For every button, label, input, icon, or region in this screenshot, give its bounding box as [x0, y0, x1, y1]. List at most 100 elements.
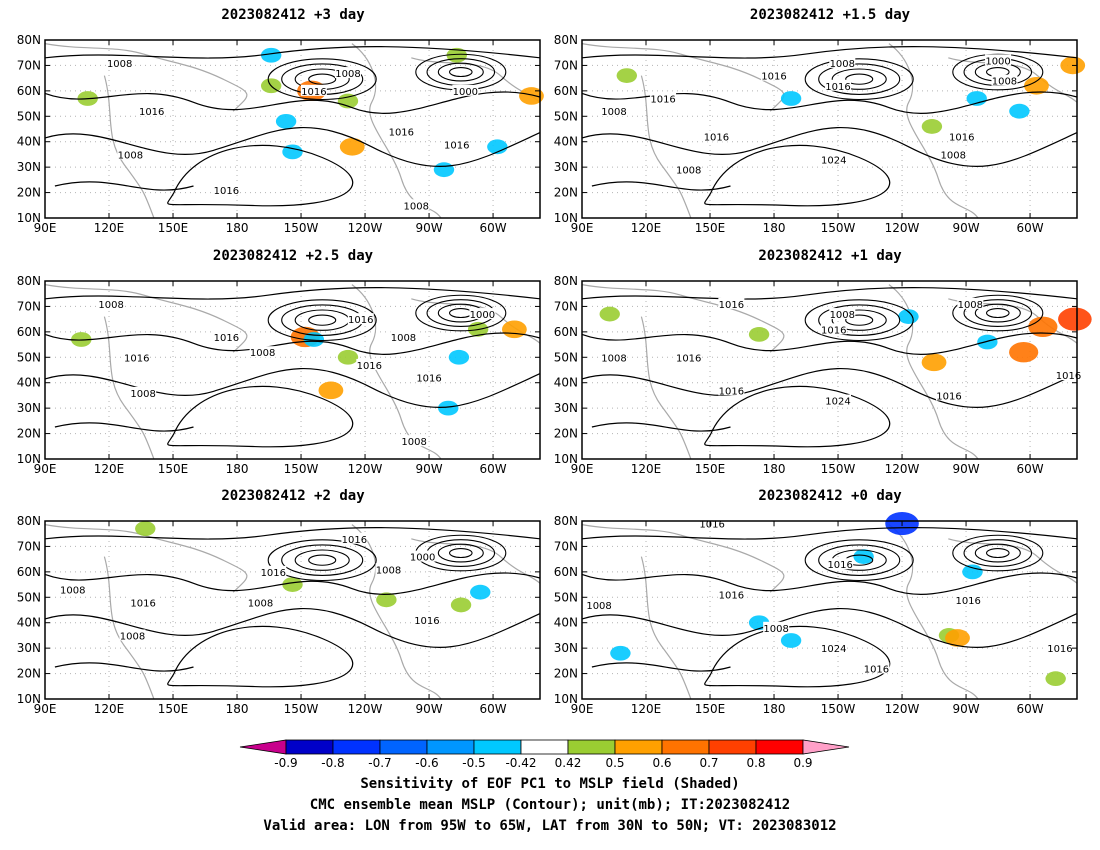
contour-label: 1008: [376, 565, 401, 576]
y-tick-label: 20N: [17, 667, 41, 681]
y-tick-label: 60N: [554, 565, 578, 579]
x-tick-label: 150W: [821, 462, 856, 476]
x-tick-label: 90W: [415, 702, 442, 716]
contour-label: 1016: [414, 616, 439, 627]
contour-label-bg: [829, 56, 856, 68]
contour-label-bg: [1046, 642, 1073, 654]
contour-label: 1016: [821, 325, 846, 336]
contour-label: 1008: [586, 601, 611, 612]
x-tick-label: 150W: [284, 462, 319, 476]
x-tick-label: 180: [226, 462, 249, 476]
plot-frame: [581, 280, 1078, 460]
y-tick-label: 40N: [17, 135, 41, 149]
plot-frame: [581, 39, 1078, 219]
contour-label-bg: [334, 67, 361, 79]
y-tick-label: 70N: [17, 539, 41, 553]
contour-label: 1008: [401, 437, 426, 448]
coastline: [103, 316, 155, 460]
contour-label: 1016: [699, 520, 724, 531]
closed-isobar: [952, 294, 1044, 332]
x-tick-label: 120W: [885, 462, 920, 476]
x-tick-label: 90W: [952, 462, 979, 476]
contour-label: 1016: [214, 186, 239, 197]
contour-label: 1008: [391, 333, 416, 344]
contour-label-bg: [825, 394, 852, 406]
contour-label-bg: [341, 532, 368, 544]
y-tick-label: 50N: [554, 590, 578, 604]
contour-label-bg: [123, 351, 150, 363]
x-tick-label: 150E: [695, 462, 726, 476]
map-panel-plus2.5-day: 1008 1016 1008 1016 1008 1016 1008 1016 1016 1000…: [17, 274, 541, 476]
x-tick-label: 150E: [158, 221, 189, 235]
y-tick-label: 60N: [17, 325, 41, 339]
closed-isobar: [804, 58, 914, 101]
positive-sensitivity-area: [135, 521, 156, 537]
colorbar-under-triangle: [239, 739, 287, 755]
closed-isobar: [818, 304, 901, 336]
closed-isobar: [294, 549, 350, 571]
closed-isobar: [831, 309, 887, 331]
isobar-contour: [581, 572, 1078, 595]
contour-label-bg: [347, 313, 374, 325]
y-tick-label: 60N: [17, 565, 41, 579]
contour-label-bg: [247, 596, 274, 608]
colorbar-segment: [614, 739, 663, 755]
closed-isobar: [845, 314, 874, 326]
contour-label: 1000: [410, 553, 435, 564]
x-tick-label: 90E: [571, 702, 594, 716]
contour-label: 1016: [704, 133, 729, 144]
positive-sensitivity-area: [337, 349, 359, 365]
contour-label: 1008: [676, 166, 701, 177]
y-tick-label: 30N: [17, 401, 41, 415]
closed-isobar: [818, 544, 901, 576]
colorbar-segment: [285, 739, 334, 755]
y-tick-label: 10N: [17, 692, 41, 706]
contour-label-bg: [829, 308, 856, 320]
x-tick-label: 180: [226, 221, 249, 235]
panel-title: 2023082412 +0 day: [758, 488, 902, 504]
contour-label: 1008: [248, 598, 273, 609]
contour-label-bg: [117, 148, 144, 160]
contour-label-bg: [452, 84, 479, 96]
negative-sensitivity-area: [780, 91, 802, 106]
colorbar-tick-label: 0.5: [605, 756, 624, 770]
map-panel-plus1.5-day: 1016 1008 1016 1016 1008 1016 1008 1024 1016 1008…: [554, 33, 1086, 235]
y-tick-label: 80N: [17, 33, 41, 47]
closed-isobar: [415, 294, 507, 332]
colorbar-segment: [379, 739, 428, 755]
contour-label-bg: [469, 308, 496, 320]
x-tick-label: 120E: [631, 702, 662, 716]
contour-label-bg: [763, 621, 790, 633]
x-tick-label: 150E: [695, 702, 726, 716]
x-tick-label: 120E: [631, 462, 662, 476]
negative-sensitivity-area: [853, 549, 874, 564]
isobar-contour: [581, 127, 1078, 167]
contour-label-bg: [390, 330, 417, 342]
y-tick-label: 10N: [554, 211, 578, 225]
colorbar-segment: [426, 739, 475, 755]
coastline: [103, 75, 155, 219]
contour-label: 1016: [955, 596, 980, 607]
closed-isobar: [985, 308, 1010, 319]
x-tick-label: 120E: [94, 462, 125, 476]
y-tick-label: 80N: [17, 274, 41, 288]
x-tick-label: 60W: [479, 462, 506, 476]
x-tick-label: 150E: [158, 702, 189, 716]
closed-isobar: [963, 539, 1033, 567]
contour-label: 1008: [250, 348, 275, 359]
colorbar-segment: [661, 739, 710, 755]
map-panel-plus3-day: 1008 1016 1008 1016 1016 1008 1016 1016 1000 1008…: [17, 33, 544, 235]
x-tick-label: 120W: [348, 221, 383, 235]
contour-label-bg: [401, 435, 428, 447]
colorbar-tick-label: 0.42: [555, 756, 582, 770]
contour-label: 1016: [864, 664, 889, 675]
contour-label-bg: [957, 297, 984, 309]
contour-label-bg: [601, 351, 628, 363]
contour-label-bg: [699, 517, 726, 529]
contour-label: 1016: [650, 94, 675, 105]
x-tick-label: 120E: [94, 702, 125, 716]
colorbar-segment: [567, 739, 616, 755]
y-tick-label: 20N: [17, 427, 41, 441]
x-tick-label: 60W: [479, 221, 506, 235]
contour-label: 1024: [821, 156, 846, 167]
